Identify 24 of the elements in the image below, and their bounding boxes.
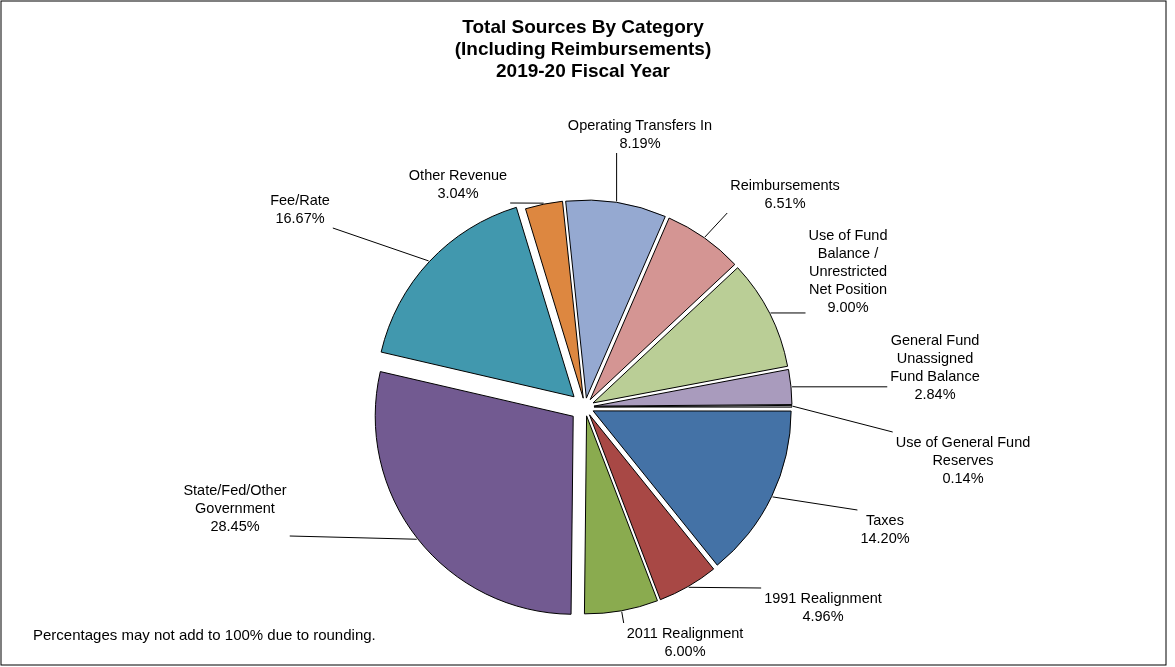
slice-label: Reimbursements <box>730 177 840 193</box>
data-label: 8.19% <box>619 135 661 151</box>
slice-label: Operating Transfers In <box>567 117 713 133</box>
slice-label: Fee/Rate <box>270 192 330 208</box>
slice-label: Use of Fund Balance / Unrestricted Net Position <box>808 227 888 297</box>
data-label: 3.04% <box>437 185 479 201</box>
data-label: 6.51% <box>764 195 806 211</box>
data-label: 2.84% <box>914 386 956 402</box>
slice-label: Taxes <box>866 512 904 528</box>
slice-label: 1991 Realignment <box>764 590 882 606</box>
slice-label: Other Revenue <box>408 167 508 183</box>
data-label: 4.96% <box>802 608 844 624</box>
data-label: 16.67% <box>275 210 325 226</box>
slice-label: 2011 Realignment <box>626 625 744 641</box>
data-label: 14.20% <box>860 530 910 546</box>
data-label: 28.45% <box>210 518 260 534</box>
data-label: 0.14% <box>942 470 984 486</box>
slice-label: General Fund Unassigned Fund Balance <box>890 332 980 384</box>
data-label: 6.00% <box>664 643 706 659</box>
chart-title: Total Sources By Category (Including Reimbursements) 2019-20 Fiscal Year <box>454 16 712 81</box>
slice-label: State/Fed/Other Government <box>183 482 287 516</box>
slice-label: Use of General Fund Reserves <box>895 434 1031 468</box>
text: Percentages may not add to 100% due to rounding. <box>33 626 376 643</box>
data-label: 9.00% <box>827 299 869 315</box>
